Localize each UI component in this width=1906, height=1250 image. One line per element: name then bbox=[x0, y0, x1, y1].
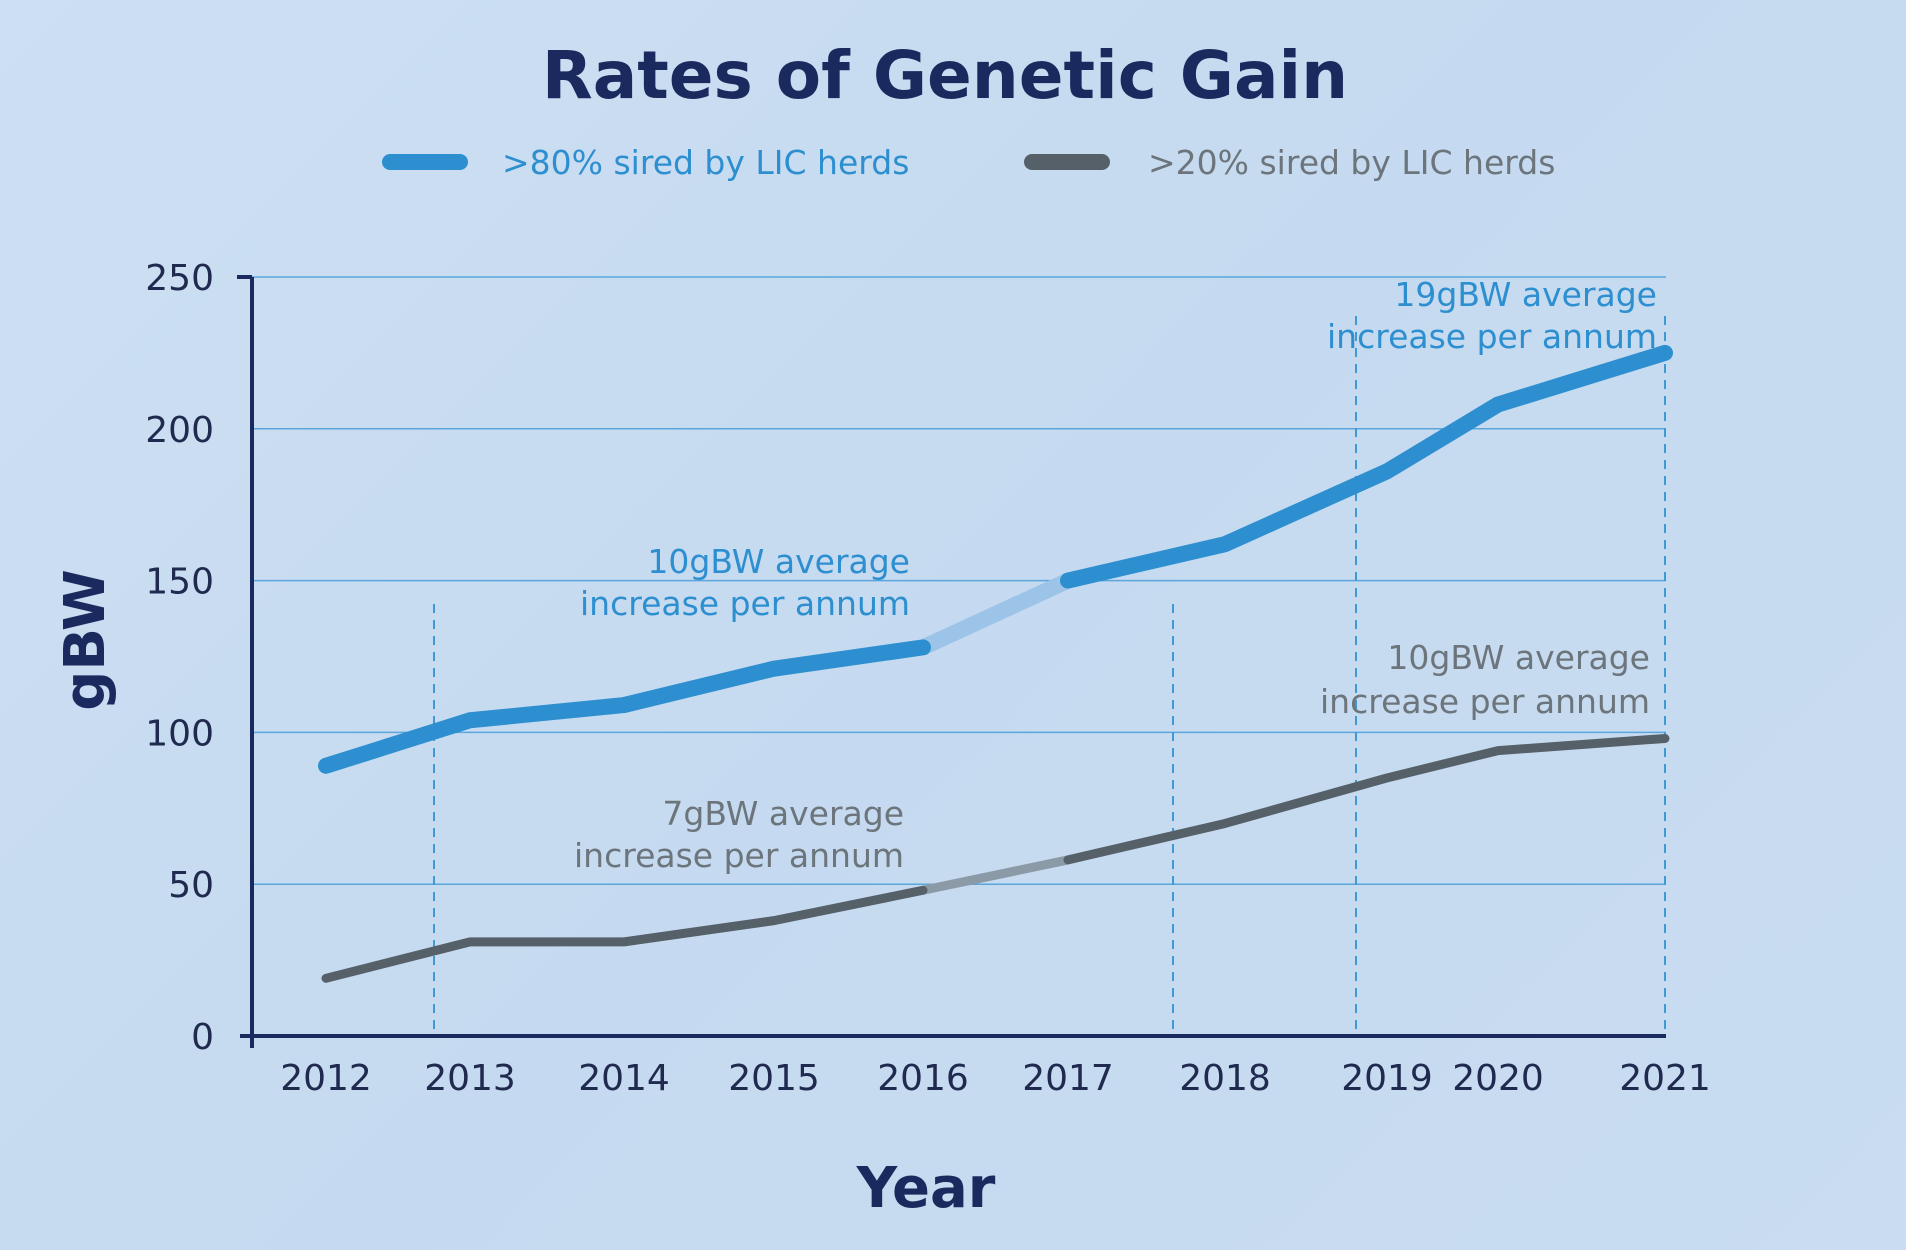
annotation-blue-left-line1: 10gBW average bbox=[647, 542, 910, 581]
x-tick-label: 2014 bbox=[578, 1058, 670, 1099]
x-tick-label: 2019 bbox=[1341, 1058, 1433, 1099]
y-tick-label: 200 bbox=[145, 410, 214, 451]
axes bbox=[237, 275, 1666, 1048]
series-1-line bbox=[318, 344, 1673, 774]
y-axis-title: gBW bbox=[53, 569, 118, 710]
y-tick-label: 50 bbox=[168, 865, 214, 906]
y-tick-label: 150 bbox=[145, 562, 214, 603]
chart-title: Rates of Genetic Gain bbox=[542, 37, 1348, 114]
x-axis-title: Year bbox=[856, 1156, 996, 1221]
x-tick-label: 2020 bbox=[1452, 1058, 1544, 1099]
annotation-blue-right-line2: increase per annum bbox=[1327, 317, 1657, 356]
x-tick-label: 2012 bbox=[280, 1058, 372, 1099]
annotation-blue-left-line2: increase per annum bbox=[580, 584, 910, 623]
annotation-grey-right-line2: increase per annum bbox=[1320, 682, 1650, 721]
x-tick-labels: 2012 2013 2014 2015 2016 2017 2018 2019 2020 2021 bbox=[280, 1058, 1711, 1099]
y-tick-labels: 0 50 100 150 200 250 bbox=[145, 258, 214, 1058]
annotation-blue-right-line1: 19gBW average bbox=[1394, 275, 1657, 314]
x-tick-label: 2021 bbox=[1619, 1058, 1711, 1099]
x-tick-label: 2013 bbox=[424, 1058, 516, 1099]
annotation-grey-left-line2: increase per annum bbox=[574, 836, 904, 875]
series-2-segment-late bbox=[1063, 733, 1670, 865]
legend-label-series-2: >20% sired by LIC herds bbox=[1148, 143, 1555, 182]
series-1-segment-early bbox=[318, 639, 931, 774]
series-2-line bbox=[321, 733, 1670, 983]
annotations: 10gBW average increase per annum 19gBW a… bbox=[574, 275, 1657, 875]
annotation-grey-right-line1: 10gBW average bbox=[1387, 638, 1650, 677]
series-2-faded-segment bbox=[922, 855, 1069, 895]
gridlines bbox=[252, 276, 1666, 885]
series-lines bbox=[318, 344, 1673, 983]
series-2-segment-early bbox=[321, 885, 928, 983]
x-tick-label: 2017 bbox=[1022, 1058, 1114, 1099]
x-tick-label: 2016 bbox=[877, 1058, 969, 1099]
y-tick-label: 250 bbox=[145, 258, 214, 299]
series-1-segment-late bbox=[1060, 344, 1673, 589]
annotation-grey-left-line1: 7gBW average bbox=[662, 794, 904, 833]
series-1-faded-segment bbox=[919, 573, 1072, 655]
x-tick-label: 2018 bbox=[1179, 1058, 1271, 1099]
legend-label-series-1: >80% sired by LIC herds bbox=[502, 143, 909, 182]
legend: >80% sired by LIC herds >20% sired by LI… bbox=[382, 143, 1555, 182]
dashed-markers bbox=[433, 316, 1666, 1036]
y-tick-label: 0 bbox=[191, 1017, 214, 1058]
y-tick-label: 100 bbox=[145, 713, 214, 754]
x-tick-label: 2015 bbox=[728, 1058, 820, 1099]
